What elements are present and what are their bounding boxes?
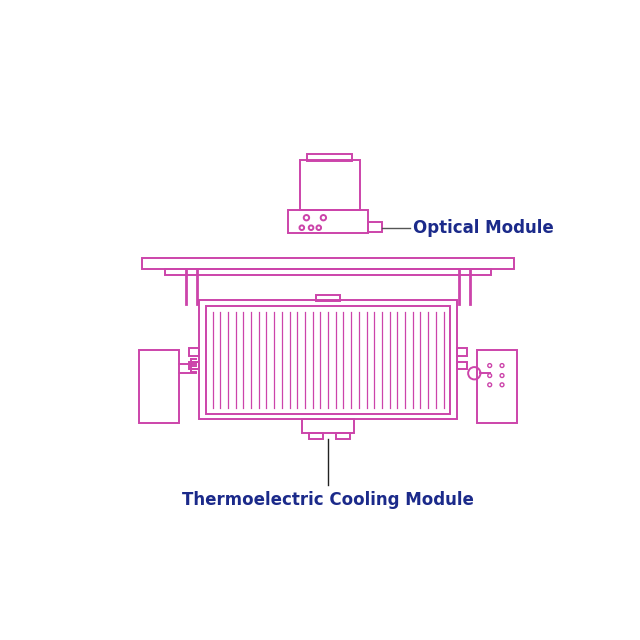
Bar [336, 433, 349, 438]
Bar [140, 350, 179, 423]
Bar [308, 433, 323, 438]
Bar [164, 269, 492, 275]
Bar [189, 348, 200, 356]
Bar [456, 348, 467, 356]
Bar [198, 300, 458, 419]
Bar [189, 362, 200, 369]
Text: Thermoelectric Cooling Module: Thermoelectric Cooling Module [182, 491, 474, 509]
Bar [300, 160, 360, 210]
Bar [141, 258, 515, 269]
Bar [368, 221, 382, 232]
Bar [302, 419, 354, 433]
Bar [307, 154, 352, 161]
Bar [456, 362, 467, 369]
Bar [206, 307, 450, 414]
Bar [288, 210, 368, 233]
Bar [316, 294, 340, 301]
Text: Optical Module: Optical Module [413, 219, 554, 237]
Bar [477, 350, 516, 423]
